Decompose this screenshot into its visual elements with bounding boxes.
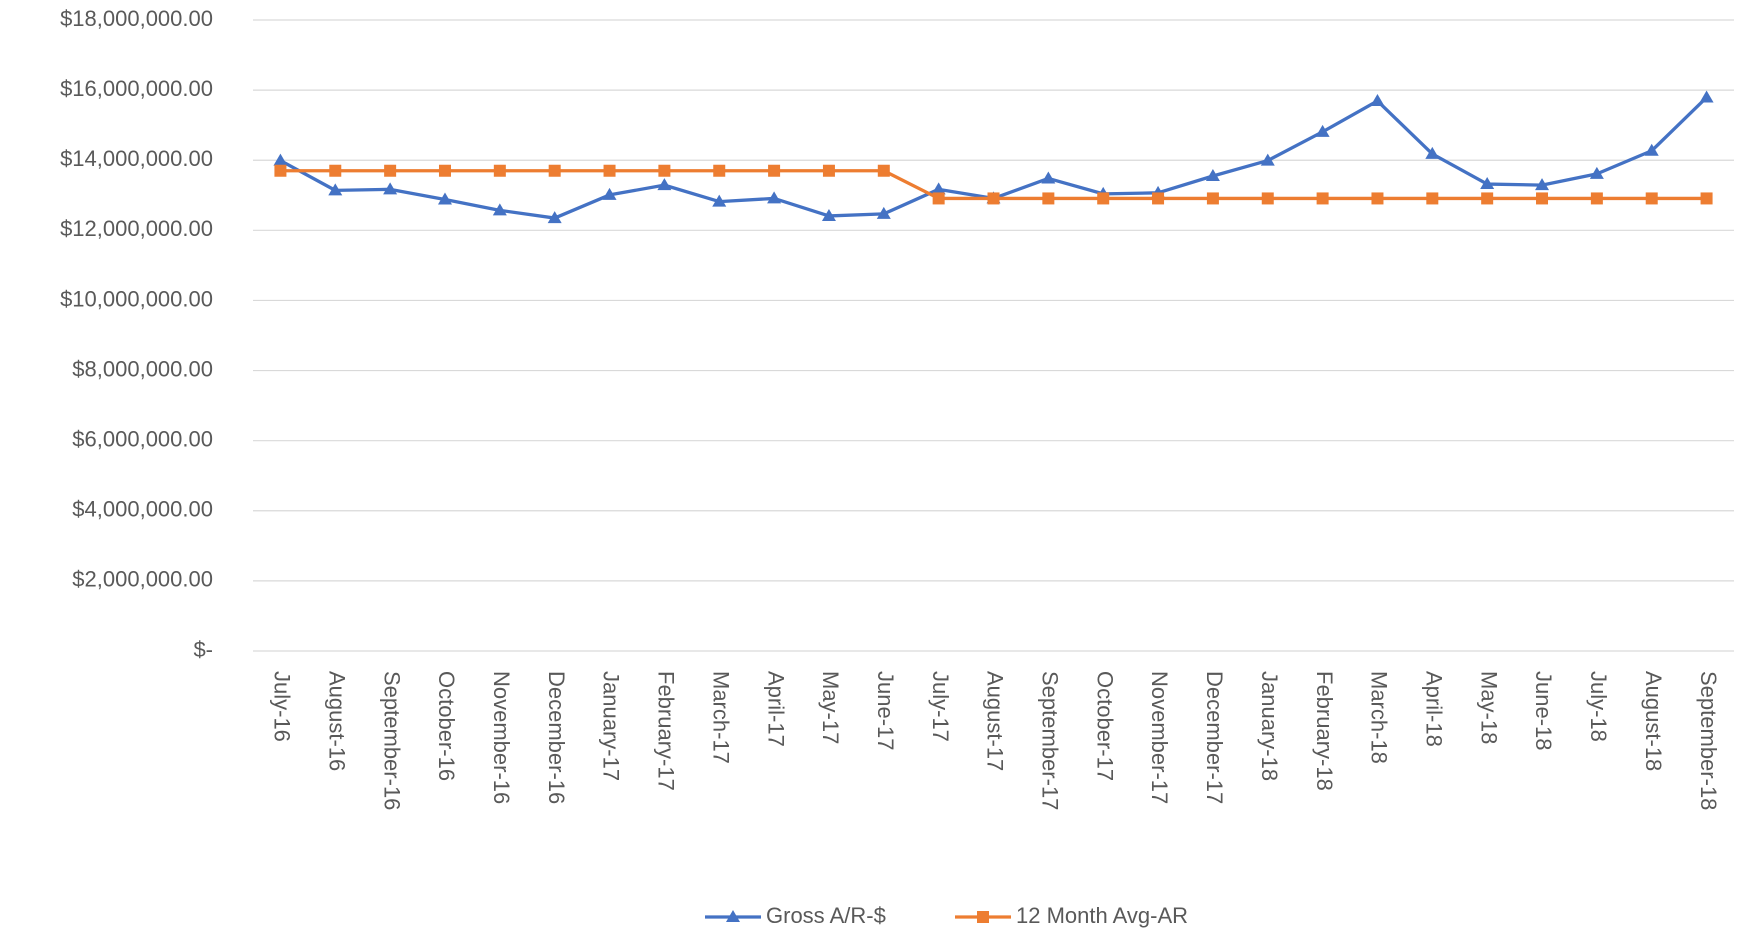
data-point — [1699, 90, 1714, 103]
x-tick-label: April-18 — [1422, 671, 1447, 747]
data-point — [1042, 192, 1055, 205]
data-point — [1316, 192, 1329, 205]
y-tick-label: $16,000,000.00 — [60, 76, 213, 101]
x-tick-label: November-17 — [1147, 671, 1172, 804]
legend-marker — [726, 910, 740, 922]
data-point — [987, 192, 1000, 205]
y-tick-label: $18,000,000.00 — [60, 6, 213, 31]
x-tick-label: January-17 — [599, 671, 624, 781]
x-tick-label: August-17 — [983, 671, 1008, 771]
y-tick-label: $10,000,000.00 — [60, 286, 213, 311]
data-point — [438, 164, 451, 177]
data-point — [657, 178, 672, 191]
data-point — [548, 164, 561, 177]
data-point — [1535, 178, 1550, 191]
x-tick-label: September-18 — [1696, 671, 1721, 810]
x-tick-label: March-18 — [1367, 671, 1392, 764]
data-point — [1261, 192, 1274, 205]
data-point — [1590, 192, 1603, 205]
y-tick-label: $6,000,000.00 — [72, 426, 213, 451]
data-point — [1589, 166, 1604, 179]
y-tick-label: $12,000,000.00 — [60, 216, 213, 241]
y-tick-label: $2,000,000.00 — [72, 567, 213, 592]
data-point — [274, 164, 287, 177]
data-point — [1370, 93, 1385, 106]
data-point — [493, 164, 506, 177]
data-point — [328, 183, 343, 196]
data-point — [768, 164, 781, 177]
data-point — [384, 164, 397, 177]
data-point — [329, 164, 342, 177]
x-tick-label: January-18 — [1257, 671, 1282, 781]
x-tick-label: September-17 — [1038, 671, 1063, 810]
x-tick-label: October-16 — [434, 671, 459, 781]
data-point — [1371, 192, 1384, 205]
data-point — [1480, 177, 1495, 190]
data-point — [492, 203, 507, 216]
data-point — [712, 194, 727, 207]
data-point — [1041, 171, 1056, 184]
data-point — [603, 164, 616, 177]
data-point — [1205, 168, 1220, 181]
data-point — [877, 164, 890, 177]
x-tick-label: September-16 — [379, 671, 404, 810]
x-tick-label: August-16 — [324, 671, 349, 771]
data-point — [1426, 192, 1439, 205]
data-point — [658, 164, 671, 177]
data-point — [383, 182, 398, 195]
data-point — [1645, 192, 1658, 205]
x-tick-label: August-18 — [1641, 671, 1666, 771]
data-point — [876, 206, 891, 219]
x-tick-label: May-17 — [818, 671, 843, 744]
data-point — [822, 164, 835, 177]
data-point — [1700, 192, 1713, 205]
x-tick-label: July-16 — [270, 671, 295, 742]
y-tick-label: $4,000,000.00 — [72, 497, 213, 522]
data-point — [602, 187, 617, 200]
data-point — [1315, 124, 1330, 137]
data-point — [932, 192, 945, 205]
data-point — [767, 191, 782, 204]
data-point — [931, 182, 946, 195]
x-tick-label: June-18 — [1531, 671, 1556, 751]
data-point — [1644, 143, 1659, 156]
data-point — [1260, 153, 1275, 166]
x-tick-label: November-16 — [489, 671, 514, 804]
x-tick-label: December-17 — [1202, 671, 1227, 804]
x-tick-label: February-18 — [1312, 671, 1337, 791]
data-point — [1097, 192, 1110, 205]
data-point — [547, 211, 562, 224]
x-tick-label: June-17 — [873, 671, 898, 751]
x-tick-label: February-17 — [654, 671, 679, 791]
x-tick-label: December-16 — [544, 671, 569, 804]
y-tick-label: $- — [193, 637, 213, 662]
x-tick-label: July-18 — [1586, 671, 1611, 742]
x-tick-label: July-17 — [928, 671, 953, 742]
legend-label: Gross A/R-$ — [766, 903, 886, 928]
data-point — [437, 192, 452, 205]
x-tick-label: May-18 — [1476, 671, 1501, 744]
data-point — [273, 153, 288, 166]
data-point — [1152, 192, 1165, 205]
legend-label: 12 Month Avg-AR — [1016, 903, 1188, 928]
data-point — [1536, 192, 1549, 205]
data-point — [1206, 192, 1219, 205]
legend-marker — [977, 911, 989, 923]
data-point — [821, 208, 836, 221]
data-point — [713, 164, 726, 177]
y-tick-label: $8,000,000.00 — [72, 356, 213, 381]
x-tick-label: April-17 — [763, 671, 788, 747]
y-tick-label: $14,000,000.00 — [60, 146, 213, 171]
x-tick-label: October-17 — [1092, 671, 1117, 781]
x-tick-label: March-17 — [708, 671, 733, 764]
data-point — [1481, 192, 1494, 205]
data-point — [1425, 146, 1440, 159]
